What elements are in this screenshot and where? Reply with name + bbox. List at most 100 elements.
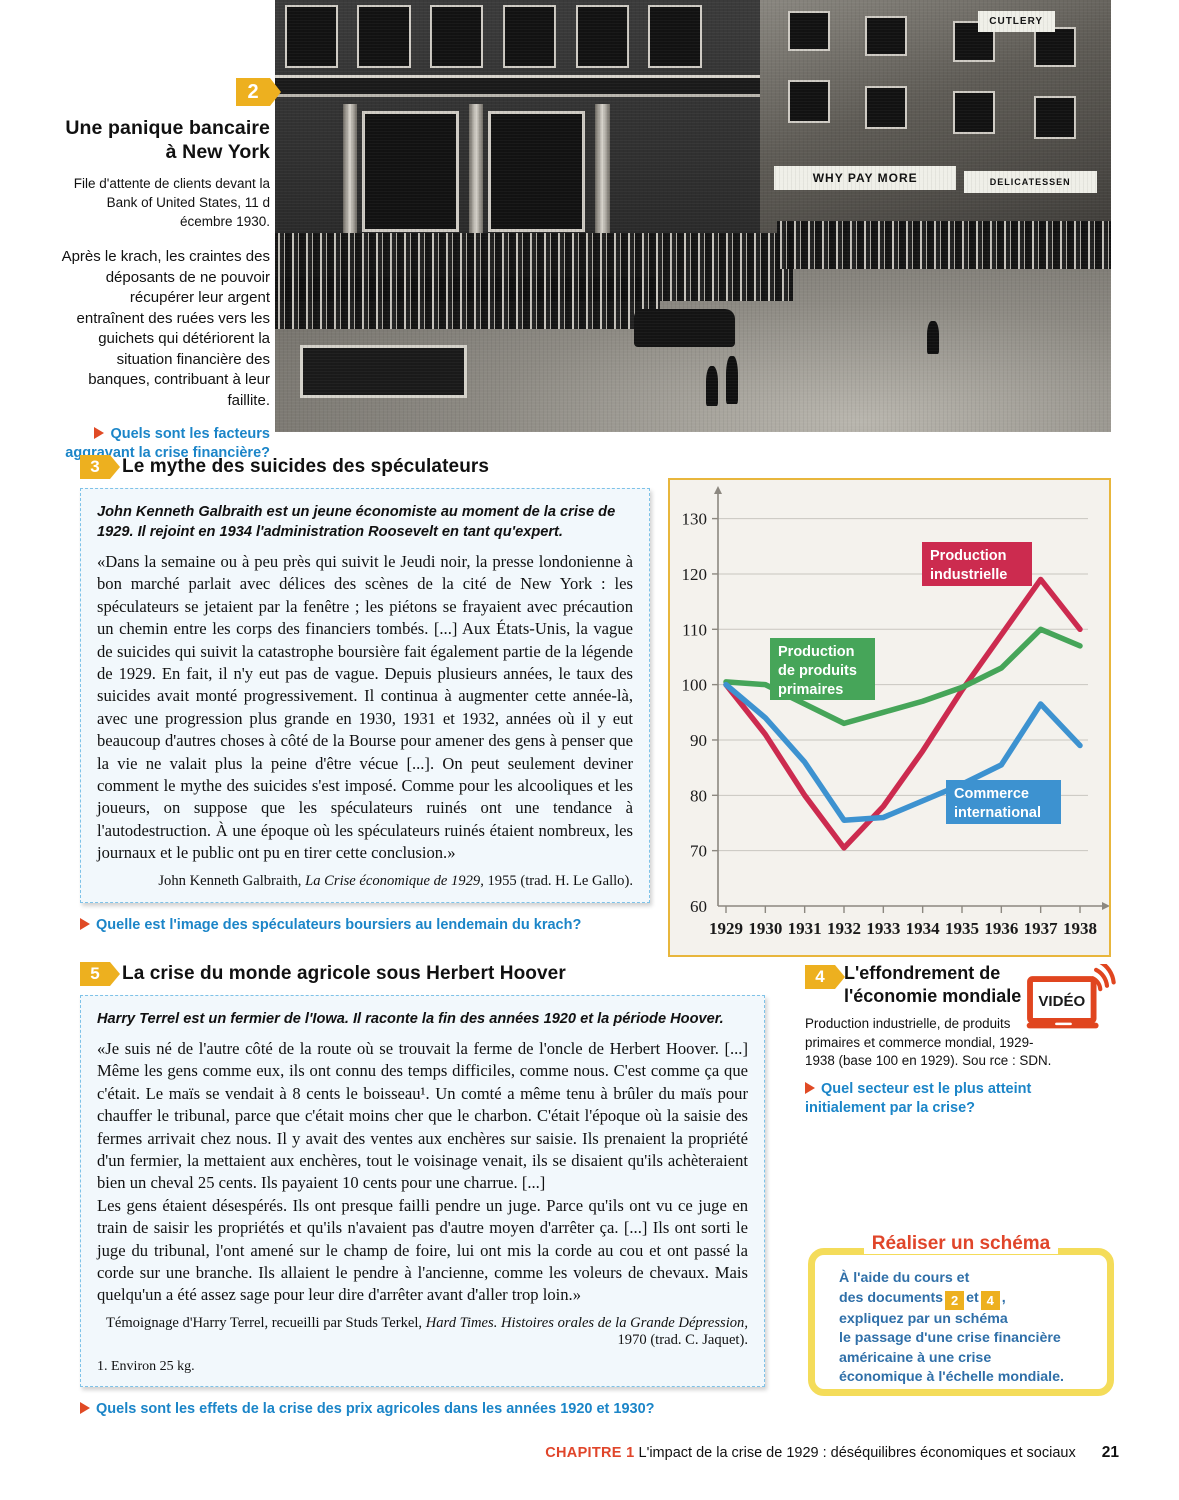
doc5-question[interactable]: Quels sont les effets de la crise des pr… (80, 1400, 765, 1419)
schema-line-2c: , (1001, 1289, 1006, 1306)
doc-number-badge-4: 4 (805, 965, 845, 989)
series-label-1: Production industrielle (922, 542, 1032, 586)
facade-window (502, 4, 557, 68)
triangle-right-icon (94, 427, 105, 439)
schema-title: Réaliser un schéma (808, 1233, 1114, 1255)
doc2-subtitle: File d'attente de clients devant la Bank… (73, 176, 270, 229)
facade-column (342, 104, 358, 242)
doc5-footnote: 1. Environ 25 kg. (97, 1358, 195, 1374)
doc4-question[interactable]: Quel secteur est le plus atteint initial… (805, 1080, 1115, 1118)
schema-line-4: le passage d'une crise financière (839, 1330, 1061, 1347)
series-label-3: Commerce international (946, 780, 1061, 824)
facade-window (357, 4, 411, 68)
doc3-question-text: Quelle est l'image des spéculateurs bour… (96, 916, 582, 933)
schema-line-3: expliquez par un schéma (839, 1310, 1008, 1327)
schema-title-text: Réaliser un schéma (863, 1233, 1059, 1254)
doc3-text-box: John Kenneth Galbraith est un jeune écon… (80, 488, 650, 903)
facade-window (952, 91, 996, 134)
doc4-caption-block: 4 L'effondrement de l'économie mondiale … (805, 962, 1117, 1118)
series-line (723, 681, 1083, 823)
schema-line-2a: des documents (839, 1289, 944, 1306)
doc3-source-author: John Kenneth Galbraith, (158, 872, 306, 889)
doc5-quote-p2: Les gens étaient désespérés. Ils ont pre… (97, 1195, 748, 1305)
y-tick-label: 60 (690, 897, 707, 916)
svg-text:Production: Production (778, 644, 855, 660)
pedestrian (726, 356, 739, 405)
crowd-queue (275, 276, 660, 329)
doc4-title: L'effondrement de l'économie mondiale (844, 963, 1022, 1006)
y-tick-label: 80 (690, 786, 707, 805)
schema-line-1: À l'aide du cours et (839, 1270, 970, 1286)
doc5-text-box: Harry Terrel est un fermier de l'Iowa. I… (80, 995, 765, 1387)
schema-line-2b: et (966, 1289, 979, 1306)
doc4-description: Production industrielle, de produits pri… (805, 1016, 1052, 1068)
doc5-title: La crise du monde agricole sous Herbert … (122, 963, 566, 984)
street (275, 221, 1111, 432)
truck (300, 344, 468, 399)
doc5-source-work: Hard Times. Histoires orales de la Grand… (425, 1314, 748, 1331)
doc2-body-text: Après le krach, les craintes des déposan… (61, 248, 270, 409)
doc5-section: 5 La crise du monde agricole sous Herber… (80, 962, 765, 1419)
y-tick-label: 110 (682, 620, 707, 639)
page-footer: CHAPITRE 1 L'impact de la crise de 1929 … (0, 1444, 1119, 1462)
x-tick-label: 1935 (945, 919, 979, 938)
x-tick-label: 1930 (748, 919, 782, 938)
facade-window (1033, 26, 1076, 67)
doc5-question-text: Quels sont les effets de la crise des pr… (96, 1400, 655, 1417)
svg-text:Production: Production (930, 548, 1007, 564)
chart-svg: 60 70 80 90 100 110 120 130 1929 1930 1931 1932 1933… (682, 486, 1109, 938)
footer-chapter: CHAPITRE 1 (545, 1445, 635, 1461)
facade-window (787, 80, 831, 124)
doc5-source: Témoignage d'Harry Terrel, recueilli par… (97, 1315, 748, 1349)
x-tick-label: 1936 (984, 919, 1018, 938)
cutlery-sign: CUTLERY (977, 10, 1055, 33)
doc3-title: Le mythe des suicides des spéculateurs (122, 456, 490, 477)
schema-line-2: des documents 2 et 4, (839, 1289, 1095, 1310)
x-tick-label: 1932 (827, 919, 861, 938)
doc3-header: 3 Le mythe des suicides des spéculateurs (80, 455, 650, 479)
schema-line-5: américaine à une crise (839, 1349, 992, 1366)
doc5-quote-p1: «Je suis né de l'autre côté de la route … (97, 1039, 748, 1193)
x-tick-label: 1933 (866, 919, 900, 938)
y-tick-label: 120 (682, 565, 708, 584)
doc3-source-ref: , 1955 (trad. H. Le Gallo). (480, 872, 633, 889)
doc-number-badge-5: 5 (80, 962, 120, 986)
facade-column (468, 104, 484, 242)
doc-number-badge-2: 2 (236, 78, 281, 106)
svg-text:de produits: de produits (778, 663, 857, 679)
facade-window (284, 4, 339, 68)
series-line (723, 576, 1083, 851)
doc4-header: 4 L'effondrement de l'économie mondiale (805, 962, 1115, 1008)
delicatessen-sign: DELICATESSEN (963, 171, 1097, 193)
x-tick-label: 1937 (1024, 919, 1059, 938)
realiser-un-schema-box: À l'aide du cours et des documents 2 et 4, … (808, 1248, 1114, 1396)
doc3-quote: «Dans la semaine ou à peu près qui suivi… (97, 552, 633, 863)
doc5-source-ref: 1970 (trad. C. Jaquet). (617, 1331, 748, 1348)
facade-window (430, 4, 484, 68)
schema-instructions: À l'aide du cours et des documents 2 et 4, … (815, 1255, 1107, 1398)
pedestrian (705, 366, 719, 407)
svg-text:industrielle: industrielle (930, 567, 1007, 583)
doc2-caption-block: 2 Une panique bancaire à New York File d… (60, 78, 281, 463)
doc5-source-author: Témoignage d'Harry Terrel, recueilli par… (105, 1314, 426, 1331)
schema-line-6: économique à l'échelle mondiale. (839, 1369, 1064, 1386)
footer-text: L'impact de la crise de 1929 : déséquili… (638, 1445, 1076, 1461)
facade-window (865, 85, 908, 129)
facade-window (865, 16, 908, 57)
triangle-right-icon (805, 1081, 815, 1094)
video-laptop-icon[interactable]: VIDÉO (1025, 964, 1117, 1036)
svg-text:international: international (954, 805, 1041, 821)
page-number: 21 (1101, 1444, 1119, 1461)
facade-window (1033, 96, 1076, 140)
facade-window (787, 10, 831, 51)
doc3-source-work: La Crise économique de 1929 (305, 872, 481, 889)
y-tick-label: 100 (682, 676, 708, 695)
x-axis-arrow (1102, 902, 1109, 910)
x-tick-label: 1934 (906, 919, 941, 938)
video-label: VIDÉO (1038, 993, 1085, 1010)
doc3-question[interactable]: Quelle est l'image des spéculateurs bour… (80, 916, 650, 935)
x-tick-label: 1931 (788, 919, 822, 938)
y-tick-label: 130 (682, 510, 708, 529)
series-label-2: Production de produits primaires (770, 638, 875, 700)
why-pay-more-sign: WHY PAY MORE (773, 166, 957, 191)
